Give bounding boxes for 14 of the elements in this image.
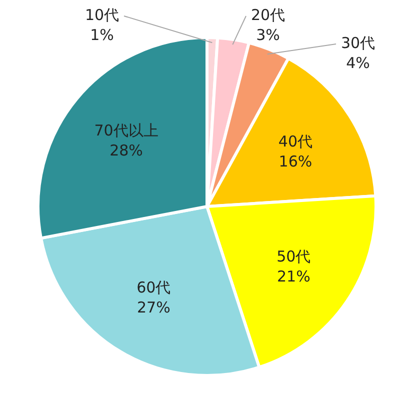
slice-label: 10代 [84,6,120,24]
data-label: 28% [110,142,143,160]
slice-label: 60代 [136,278,171,297]
slice-label: 20代 [250,6,286,24]
slice-label: 40代 [278,132,313,150]
slice-label: 30代 [340,34,376,52]
data-label: 1% [90,26,114,44]
slice-label: 70代以上 [94,122,158,140]
data-label: 4% [346,54,370,72]
data-label: 27% [136,298,170,317]
data-label: 21% [276,267,310,286]
data-label: 3% [256,26,280,44]
data-label: 16% [278,152,312,170]
slice-label: 50代 [276,247,311,266]
